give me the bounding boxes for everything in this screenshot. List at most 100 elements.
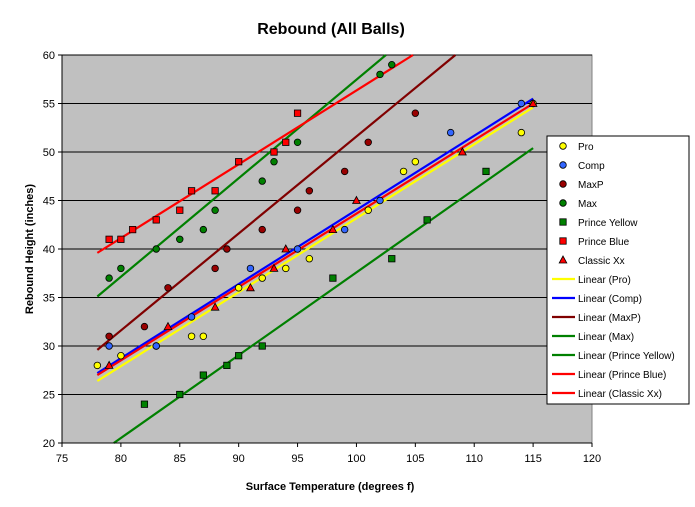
x-tick-label: 80 (115, 453, 127, 465)
legend-item-linear-pro: Linear (Pro) (552, 275, 631, 286)
data-point (446, 128, 455, 137)
data-point (199, 332, 208, 340)
data-point (305, 187, 314, 195)
data-point (364, 206, 372, 214)
y-tick-label: 50 (43, 147, 55, 159)
legend-label: Prince Blue (578, 237, 630, 248)
data-point (270, 148, 278, 156)
trendline-linear-prince-blue (96, 54, 414, 254)
data-point (293, 109, 302, 117)
data-point (163, 321, 173, 331)
data-point (328, 224, 338, 234)
series-pro (93, 99, 537, 370)
x-tick-label: 110 (465, 453, 483, 465)
x-tick-label: 115 (524, 453, 542, 465)
y-axis-label: Rebound Height (inches) (24, 184, 36, 315)
legend-item-linear-comp: Linear (Comp) (552, 294, 642, 305)
x-tick-label: 95 (291, 453, 303, 465)
x-axis-label: Surface Temperature (degrees f) (246, 481, 415, 493)
y-tick-label: 45 (43, 196, 55, 208)
legend-label: Classic Xx (578, 256, 625, 267)
data-point (269, 263, 279, 272)
data-point (176, 206, 184, 214)
data-point (187, 187, 196, 195)
x-tick-label: 120 (583, 453, 601, 465)
y-tick-label: 25 (43, 390, 55, 402)
legend-item-maxp: MaxP (559, 180, 604, 191)
legend-swatch (559, 180, 567, 188)
data-point (258, 225, 266, 234)
data-point (211, 187, 219, 195)
legend-swatch (559, 142, 567, 150)
legend-label: MaxP (578, 180, 604, 191)
y-tick-label: 55 (43, 99, 55, 111)
data-point (258, 274, 266, 282)
data-point (140, 400, 149, 408)
data-point (340, 167, 349, 176)
data-point (282, 264, 290, 273)
series-prince-yellow (140, 167, 490, 408)
data-point (210, 302, 220, 311)
data-point (388, 60, 396, 69)
data-point (105, 235, 113, 243)
legend-label: Comp (578, 161, 605, 172)
data-point (258, 177, 266, 185)
trendline-linear-prince-yellow (113, 147, 534, 444)
legend-swatch (558, 255, 568, 264)
y-tick-label: 40 (43, 244, 55, 256)
data-point (293, 245, 302, 253)
series-prince-blue (105, 109, 302, 243)
y-tick-label: 20 (43, 438, 55, 450)
data-point (117, 235, 125, 243)
data-point (152, 245, 160, 253)
legend-item-linear-maxp: Linear (MaxP) (552, 313, 641, 324)
data-point (423, 216, 431, 224)
data-point (399, 167, 408, 176)
legend-item-linear-classic-xx: Linear (Classic Xx) (552, 389, 662, 400)
data-point (187, 332, 196, 340)
data-point (93, 361, 102, 370)
legend-label: Prince Yellow (578, 218, 638, 229)
data-point (104, 360, 114, 369)
data-point (211, 206, 219, 214)
data-point (329, 274, 337, 282)
data-point (176, 390, 184, 399)
series-maxp (105, 109, 420, 340)
data-point (152, 216, 160, 224)
y-tick-label: 35 (43, 293, 55, 305)
legend-label: Max (578, 199, 597, 210)
data-point (176, 235, 184, 243)
x-axis-ticks: 75 80 85 90 95 100 105 110 115 120 (56, 442, 601, 465)
data-point (388, 255, 396, 263)
data-point (152, 342, 160, 350)
legend-label: Linear (MaxP) (578, 313, 641, 324)
y-tick-label: 30 (43, 341, 55, 353)
data-point (105, 274, 113, 282)
data-point (234, 284, 243, 292)
data-point (117, 264, 125, 273)
data-point (140, 322, 149, 331)
data-point (411, 109, 420, 117)
legend-item-linear-prince-yellow: Linear (Prince Yellow) (552, 351, 675, 362)
data-point (117, 352, 125, 360)
data-point (223, 245, 231, 253)
data-point (411, 157, 420, 166)
legend-item-prince-blue: Prince Blue (559, 237, 630, 248)
legend-item-linear-max: Linear (Max) (552, 332, 634, 343)
series-classic-xx (104, 98, 538, 369)
data-point (246, 264, 255, 273)
trendline-linear-max (96, 54, 387, 298)
data-point (281, 244, 291, 253)
data-point (223, 361, 231, 370)
legend-swatch (559, 161, 567, 169)
legend-item-linear-prince-blue: Linear (Prince Blue) (552, 370, 666, 381)
legend-label: Linear (Prince Blue) (578, 370, 666, 381)
legend-label: Linear (Pro) (578, 275, 631, 286)
legend-swatch (559, 237, 567, 245)
data-point (282, 138, 290, 146)
y-axis-ticks: 20 25 30 35 40 45 50 55 60 (43, 50, 63, 450)
data-point (293, 138, 302, 146)
legend-item-prince-yellow: Prince Yellow (559, 218, 638, 229)
legend-label: Linear (Prince Yellow) (578, 351, 675, 362)
